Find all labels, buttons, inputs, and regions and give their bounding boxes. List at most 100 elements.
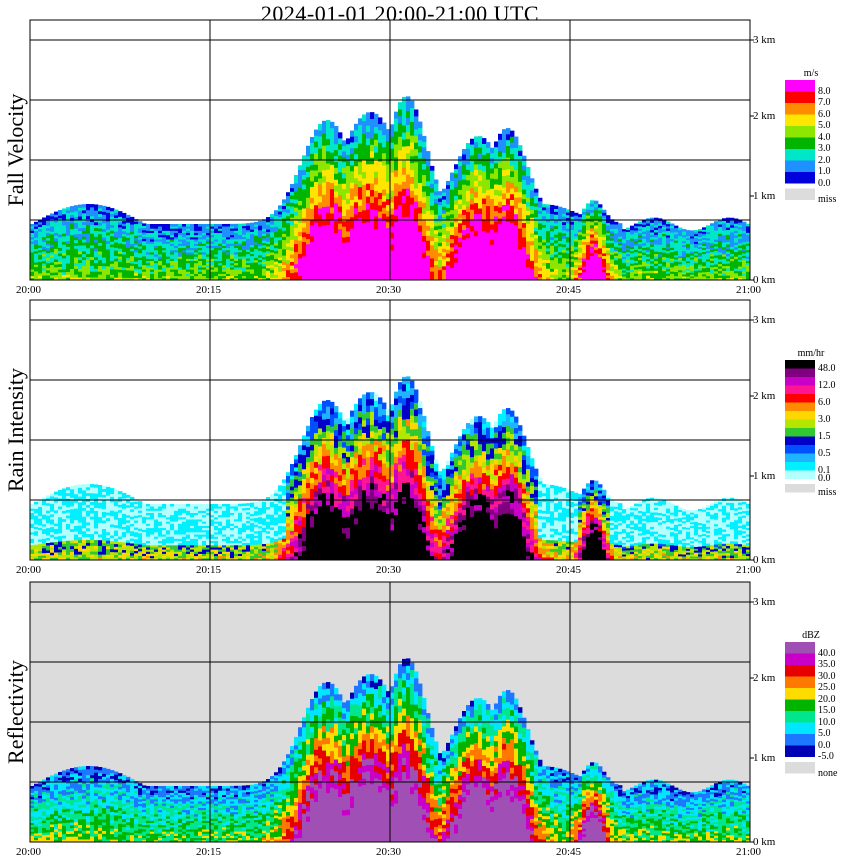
echo-cell — [298, 271, 303, 276]
echo-cell — [386, 262, 391, 269]
echo-cell — [134, 247, 139, 250]
echo-cell — [454, 239, 459, 245]
echo-cell — [214, 245, 219, 249]
echo-cell — [278, 265, 283, 269]
echo-cell — [426, 156, 431, 162]
echo-cell — [370, 163, 375, 171]
echo-cell — [378, 267, 383, 275]
echo-cell — [158, 267, 163, 270]
echo-cell — [426, 165, 431, 172]
echo-cell — [70, 237, 75, 241]
echo-cell — [90, 204, 95, 208]
echo-cell — [342, 183, 347, 190]
echo-cell — [430, 275, 435, 281]
echo-cell — [38, 235, 43, 239]
echo-cell — [366, 202, 371, 210]
echo-cell — [262, 258, 267, 262]
echo-cell — [314, 146, 319, 154]
echo-cell — [278, 234, 283, 238]
echo-cell — [530, 236, 535, 242]
echo-cell — [498, 251, 503, 258]
echo-cell — [654, 241, 659, 245]
echo-cell — [670, 249, 675, 253]
echo-cell — [210, 226, 215, 229]
echo-cell — [98, 277, 103, 281]
echo-cell — [170, 262, 175, 266]
echo-cell — [354, 189, 359, 197]
echo-cell — [102, 217, 107, 221]
echo-cell — [162, 264, 167, 268]
echo-cell — [510, 234, 515, 241]
echo-cell — [702, 239, 707, 242]
echo-cell — [62, 537, 67, 542]
echo-cell — [522, 174, 527, 180]
echo-cell — [66, 263, 71, 267]
echo-cell — [70, 262, 75, 267]
echo-cell — [266, 233, 271, 237]
echo-cell — [54, 230, 59, 234]
echo-cell — [690, 232, 695, 235]
echo-cell — [350, 268, 355, 275]
echo-cell — [506, 139, 511, 146]
echo-cell — [334, 185, 339, 192]
echo-cell — [466, 232, 471, 239]
echo-cell — [86, 271, 91, 275]
echo-cell — [262, 256, 267, 260]
echo-cell — [586, 209, 591, 213]
echo-cell — [50, 259, 55, 263]
echo-cell — [58, 258, 63, 262]
echo-cell — [38, 548, 43, 552]
echo-cell — [634, 262, 639, 266]
echo-cell — [710, 275, 715, 279]
echo-cell — [94, 227, 99, 231]
echo-cell — [50, 534, 55, 538]
echo-cell — [234, 269, 239, 272]
echo-cell — [322, 157, 327, 165]
echo-cell — [186, 275, 191, 279]
echo-cell — [526, 249, 531, 255]
echo-cell — [178, 241, 183, 244]
echo-cell — [278, 222, 283, 226]
echo-cell — [74, 548, 79, 552]
echo-cell — [726, 268, 731, 271]
echo-cell — [366, 254, 371, 262]
echo-cell — [522, 165, 527, 171]
echo-cell — [614, 266, 619, 270]
echo-cell — [474, 169, 479, 176]
echo-cell — [738, 266, 743, 269]
echo-cell — [702, 229, 707, 232]
echo-cell — [722, 253, 727, 257]
echo-cell — [62, 235, 67, 240]
echo-cell — [474, 230, 479, 237]
echo-cell — [382, 267, 387, 275]
echo-cell — [38, 511, 43, 514]
echo-cell — [434, 191, 439, 196]
echo-cell — [326, 224, 331, 232]
echo-cell — [378, 179, 383, 187]
echo-cell — [630, 252, 635, 256]
echo-cell — [706, 246, 711, 249]
echo-cell — [710, 253, 715, 257]
echo-cell — [38, 245, 43, 248]
echo-cell — [518, 176, 523, 182]
echo-cell — [394, 189, 399, 197]
echo-cell — [106, 243, 111, 247]
echo-cell — [562, 241, 567, 245]
echo-cell — [366, 260, 371, 268]
echo-cell — [542, 221, 547, 225]
echo-cell — [74, 225, 79, 229]
echo-cell — [550, 207, 555, 212]
echo-cell — [634, 225, 639, 229]
echo-cell — [30, 273, 35, 277]
echo-cell — [454, 199, 459, 205]
echo-cell — [202, 249, 207, 253]
echo-cell — [70, 531, 75, 535]
echo-cell — [190, 239, 195, 242]
echo-cell — [546, 265, 551, 269]
echo-cell — [734, 232, 739, 236]
echo-cell — [38, 254, 43, 258]
echo-cell — [62, 252, 67, 256]
echo-cell — [566, 241, 571, 246]
echo-cell — [294, 203, 299, 208]
echo-cell — [682, 246, 687, 250]
